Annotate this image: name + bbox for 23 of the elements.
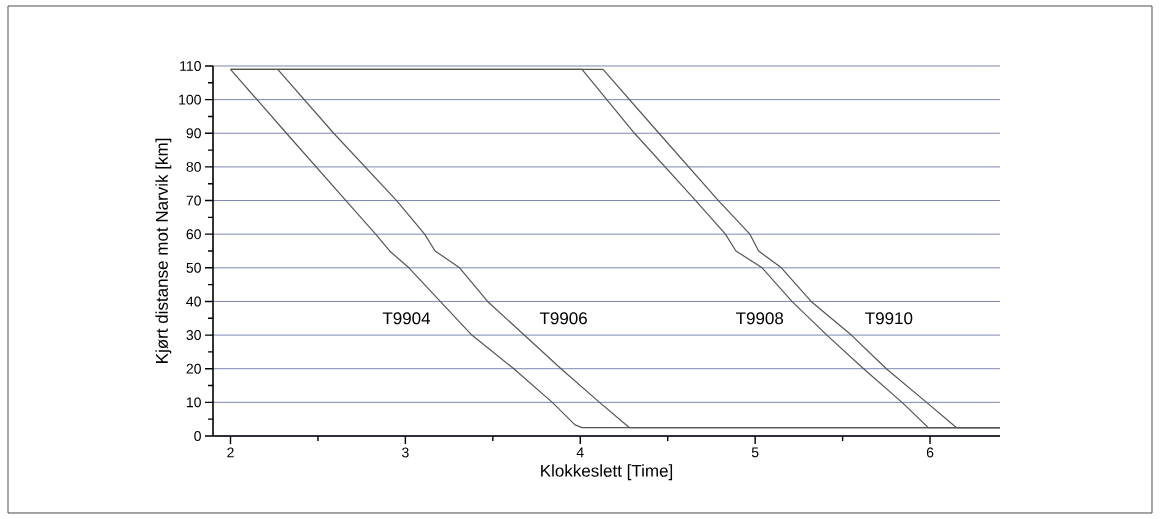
x-tick-label: 3 — [402, 447, 409, 458]
y-tick-label: 70 — [186, 195, 201, 206]
x-tick-label: 5 — [751, 447, 759, 458]
series-label: T9910 — [865, 312, 913, 325]
y-tick-label: 40 — [186, 296, 201, 307]
y-tick-label: 90 — [186, 128, 201, 139]
y-tick-label: 110 — [180, 61, 201, 71]
y-tick-label: 10 — [186, 397, 201, 408]
y-tick-label: 30 — [186, 330, 201, 341]
series-label: T9904 — [382, 312, 431, 325]
y-axis-title: Kjørt distanse mot Narvik [km] — [155, 138, 172, 363]
x-tick-label: 4 — [576, 447, 584, 458]
x-axis-title: Klokkeslett [Time] — [541, 464, 673, 481]
x-tick-label: 2 — [227, 447, 234, 458]
y-tick-label: 0 — [194, 431, 201, 441]
y-tick-label: 60 — [186, 229, 201, 240]
series-label: T9906 — [539, 312, 587, 325]
x-tick-label: 6 — [926, 447, 934, 458]
y-tick-label: 50 — [186, 262, 201, 273]
series-label: T9908 — [736, 312, 784, 325]
y-tick-label: 100 — [179, 94, 201, 105]
y-tick-label: 80 — [186, 161, 201, 172]
y-tick-label: 20 — [186, 363, 201, 374]
